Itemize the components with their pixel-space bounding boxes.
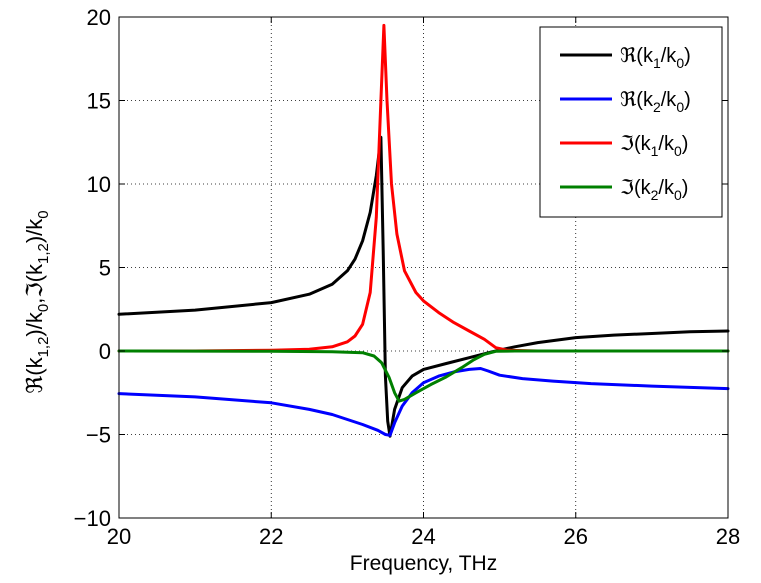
x-axis-label: Frequency, THz bbox=[350, 552, 497, 575]
ticks bbox=[118, 16, 729, 519]
legend: ℜ(k1/k0) ℜ(k2/k0) ℑ(k1/k0) ℑ(k2/k0) bbox=[539, 26, 723, 218]
y-tick-label: 5 bbox=[99, 256, 111, 281]
y-tick-label: 15 bbox=[87, 89, 111, 114]
y-tick-label: −5 bbox=[86, 423, 111, 448]
y-tick-label: −10 bbox=[74, 506, 111, 531]
x-tick-label: 24 bbox=[411, 524, 435, 549]
legend-label: ℜ(k2/k0) bbox=[620, 89, 691, 115]
x-tick-label: 22 bbox=[259, 524, 283, 549]
x-tick-label: 26 bbox=[564, 524, 588, 549]
tick-labels: 20 22 24 26 28 −10 −5 0 5 10 15 20 bbox=[74, 5, 741, 549]
legend-label: ℑ(k2/k0) bbox=[620, 177, 688, 203]
y-axis-label: ℜ(k1,2)/k0,ℑ(k1,2)/k0 bbox=[22, 210, 52, 393]
svg-text:ℜ(k1,2)/k0,ℑ(k1,2)/k0: ℜ(k1,2)/k0,ℑ(k1,2)/k0 bbox=[22, 210, 52, 393]
y-tick-label: 0 bbox=[99, 339, 111, 364]
legend-label: ℑ(k1/k0) bbox=[620, 133, 688, 159]
x-tick-label: 28 bbox=[716, 524, 740, 549]
y-tick-label: 10 bbox=[87, 172, 111, 197]
x-tick-label: 20 bbox=[107, 524, 131, 549]
series-line bbox=[117, 367, 730, 437]
y-tick-label: 20 bbox=[87, 5, 111, 30]
legend-label: ℜ(k1/k0) bbox=[620, 45, 691, 71]
legend-box bbox=[539, 26, 723, 218]
series-layer bbox=[117, 23, 730, 438]
series-line bbox=[117, 349, 730, 403]
series-line bbox=[117, 23, 730, 353]
